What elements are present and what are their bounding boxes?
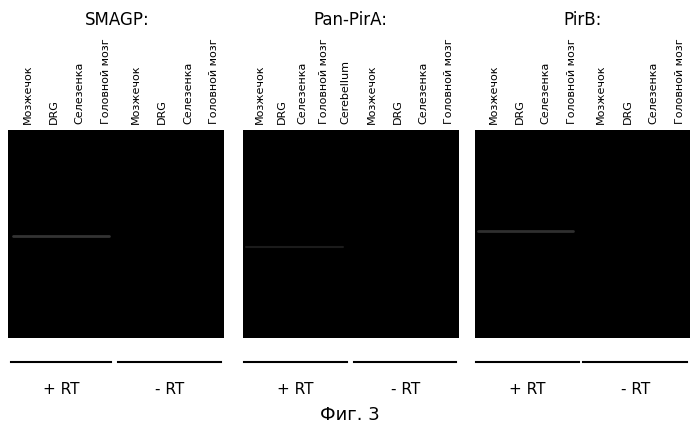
Bar xyxy=(243,130,458,339)
Bar xyxy=(8,130,224,339)
Text: Головной мозг: Головной мозг xyxy=(209,38,220,124)
Text: Мозжечок: Мозжечок xyxy=(367,64,377,124)
Text: Селезенка: Селезенка xyxy=(540,62,551,124)
Bar xyxy=(475,130,690,339)
Text: SMAGP:: SMAGP: xyxy=(85,11,150,29)
Text: Селезенка: Селезенка xyxy=(75,62,85,124)
Text: Pan-PirA:: Pan-PirA: xyxy=(313,11,387,29)
Text: Селезенка: Селезенка xyxy=(419,62,428,124)
Text: Мозжечок: Мозжечок xyxy=(489,64,499,124)
Text: DRG: DRG xyxy=(276,99,286,124)
Text: Мозжечок: Мозжечок xyxy=(255,64,265,124)
Text: Селезенка: Селезенка xyxy=(298,62,308,124)
Text: - RT: - RT xyxy=(391,381,420,396)
Text: Мозжечок: Мозжечок xyxy=(131,64,141,124)
Text: - RT: - RT xyxy=(621,381,650,396)
Text: Головной мозг: Головной мозг xyxy=(101,38,111,124)
Text: + RT: + RT xyxy=(43,381,79,396)
Text: Головной мозг: Головной мозг xyxy=(675,38,685,124)
Text: DRG: DRG xyxy=(49,99,59,124)
Text: Мозжечок: Мозжечок xyxy=(596,64,606,124)
Text: Селезенка: Селезенка xyxy=(649,62,659,124)
Text: PirB:: PirB: xyxy=(564,11,601,29)
Text: DRG: DRG xyxy=(622,99,633,124)
Text: DRG: DRG xyxy=(393,99,402,124)
Text: Головной мозг: Головной мозг xyxy=(567,38,577,124)
Text: Головной мозг: Головной мозг xyxy=(444,38,454,124)
Text: Мозжечок: Мозжечок xyxy=(23,64,34,124)
Text: Селезенка: Селезенка xyxy=(183,62,193,124)
Text: - RT: - RT xyxy=(155,381,184,396)
Text: DRG: DRG xyxy=(157,99,167,124)
Text: + RT: + RT xyxy=(277,381,314,396)
Text: Головной мозг: Головной мозг xyxy=(319,38,329,124)
Text: + RT: + RT xyxy=(509,381,545,396)
Text: Cerebellum: Cerebellum xyxy=(341,60,351,124)
Text: DRG: DRG xyxy=(515,99,525,124)
Text: Фиг. 3: Фиг. 3 xyxy=(320,405,380,423)
